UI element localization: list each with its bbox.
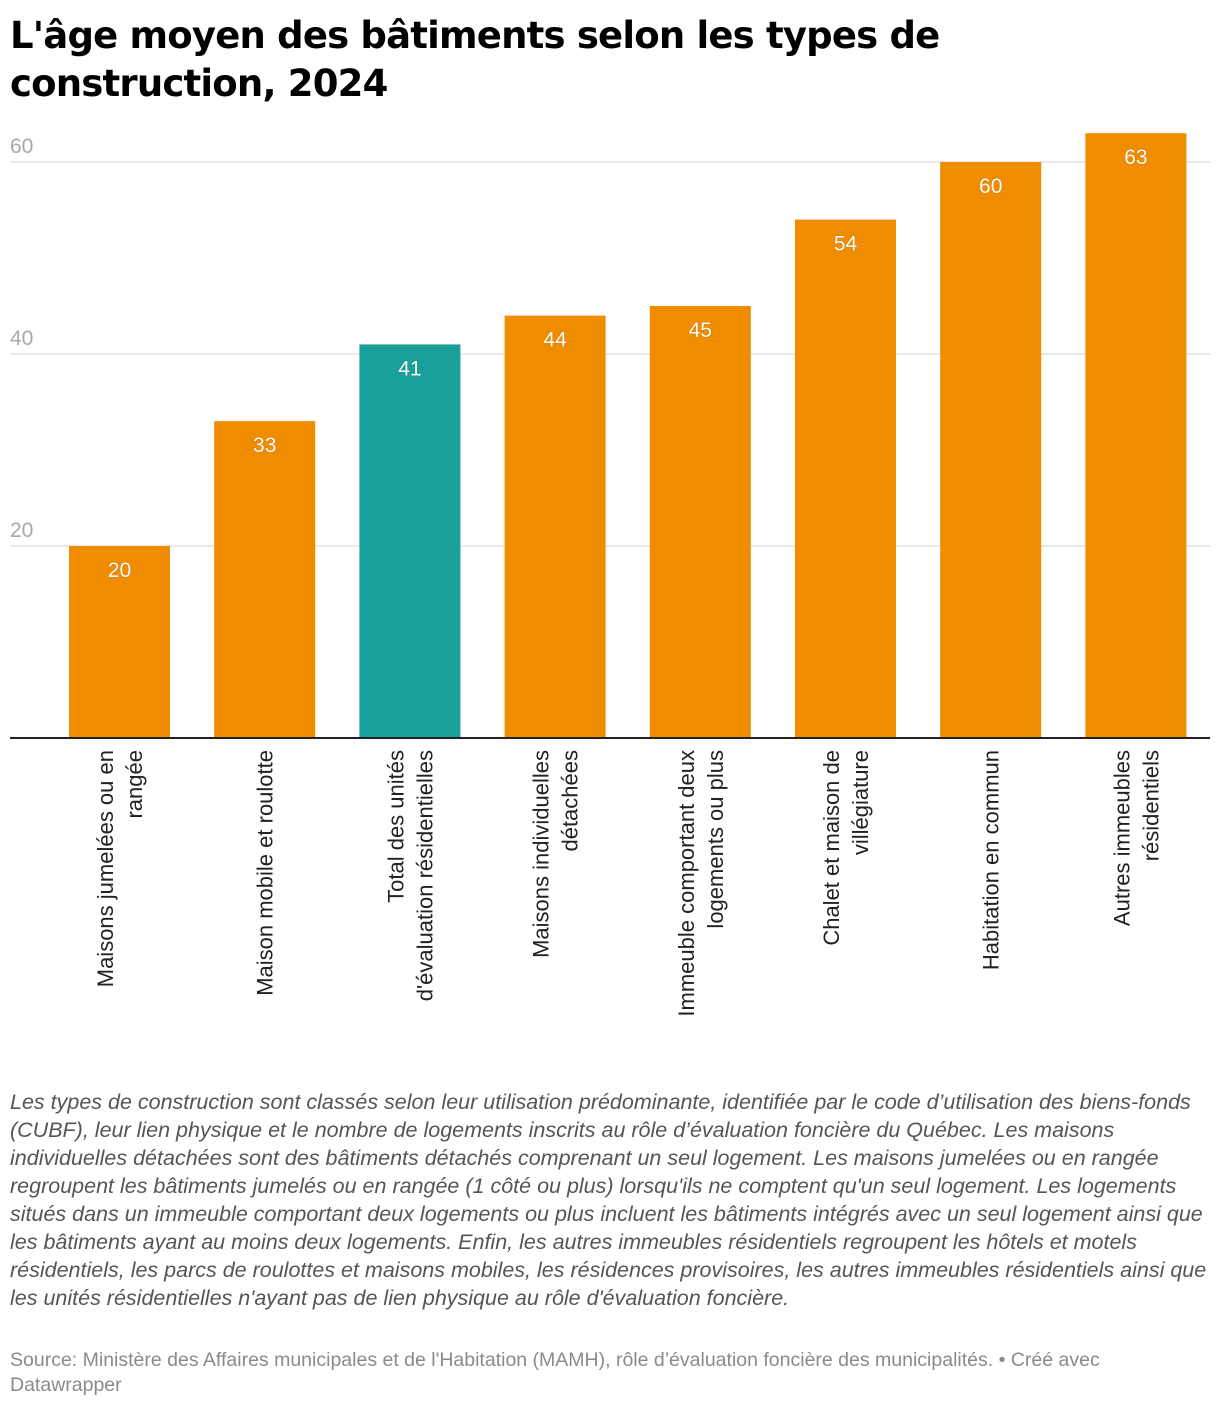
category-label-line: Maison mobile et roulotte bbox=[253, 750, 278, 996]
bar bbox=[504, 315, 606, 738]
bars bbox=[69, 133, 1187, 739]
bar bbox=[359, 344, 461, 738]
bar bbox=[795, 219, 896, 739]
y-tick-label: 40 bbox=[10, 327, 33, 350]
category-label: Autres immeubles résidentiels bbox=[1109, 750, 1163, 926]
category-label-line: Maisons jumelées ou en bbox=[93, 750, 118, 987]
chart-source: Source: Ministère des Affaires municipal… bbox=[10, 1349, 1100, 1396]
category-label: Immeuble comportant deux logements ou plu… bbox=[674, 750, 728, 1017]
category-label: Total des unités d'évaluation résidentiel… bbox=[383, 750, 437, 1001]
chart-notes: Les types de construction sont classés s… bbox=[10, 1090, 1207, 1310]
category-label-line: d'évaluation résidentielles bbox=[412, 750, 437, 1001]
category-label-line: Total des unités bbox=[383, 750, 408, 903]
bar bbox=[1085, 133, 1187, 738]
bar-value-label: 60 bbox=[979, 175, 1002, 198]
bar-value-label: 63 bbox=[1124, 146, 1147, 169]
y-tick-label: 20 bbox=[10, 519, 33, 542]
category-label: Habitation en commun bbox=[979, 750, 1004, 970]
category-label-line: Autres immeubles bbox=[1109, 750, 1134, 926]
category-label-line: Immeuble comportant deux bbox=[674, 750, 699, 1017]
category-label: Maisons individuelles détachées bbox=[529, 750, 583, 958]
category-label-line: résidentiels bbox=[1138, 750, 1163, 861]
category-label: Maisons jumelées ou en rangée bbox=[93, 750, 147, 987]
category-labels: Maisons jumelées ou en rangée Maison mobil… bbox=[93, 750, 1163, 1017]
bar bbox=[214, 421, 316, 738]
category-label-line: rangée bbox=[122, 750, 147, 819]
category-label-line: Habitation en commun bbox=[979, 750, 1004, 970]
category-label-line: Chalet et maison de bbox=[819, 750, 844, 946]
value-labels: 20 33 41 44 45 54 60 63 bbox=[108, 146, 1148, 582]
bar bbox=[69, 546, 170, 738]
category-label: Chalet et maison de villégiature bbox=[819, 750, 873, 946]
y-tick-label: 60 bbox=[10, 135, 33, 158]
bar-value-label: 54 bbox=[834, 233, 858, 256]
category-label: Maison mobile et roulotte bbox=[253, 750, 278, 996]
category-label-line: villégiature bbox=[848, 750, 873, 855]
bar-value-label: 44 bbox=[543, 329, 567, 352]
bar-value-label: 41 bbox=[398, 357, 421, 380]
category-label-line: logements ou plus bbox=[703, 750, 728, 929]
bar bbox=[940, 162, 1042, 738]
bar-chart: 20 40 60 20 33 41 44 45 54 60 63 Maisons jumelées… bbox=[10, 133, 1210, 1017]
category-label-line: Maisons individuelles bbox=[529, 750, 554, 958]
chart-title: L'âge moyen des bâtiments selon les type… bbox=[10, 14, 940, 105]
bar-value-label: 20 bbox=[108, 559, 131, 582]
bar bbox=[649, 306, 751, 738]
category-label-line: détachées bbox=[558, 750, 583, 852]
bar-value-label: 45 bbox=[689, 319, 712, 342]
bar-value-label: 33 bbox=[253, 434, 276, 457]
